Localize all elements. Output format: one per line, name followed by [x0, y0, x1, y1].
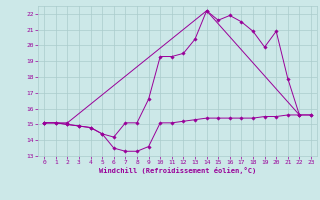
- X-axis label: Windchill (Refroidissement éolien,°C): Windchill (Refroidissement éolien,°C): [99, 167, 256, 174]
